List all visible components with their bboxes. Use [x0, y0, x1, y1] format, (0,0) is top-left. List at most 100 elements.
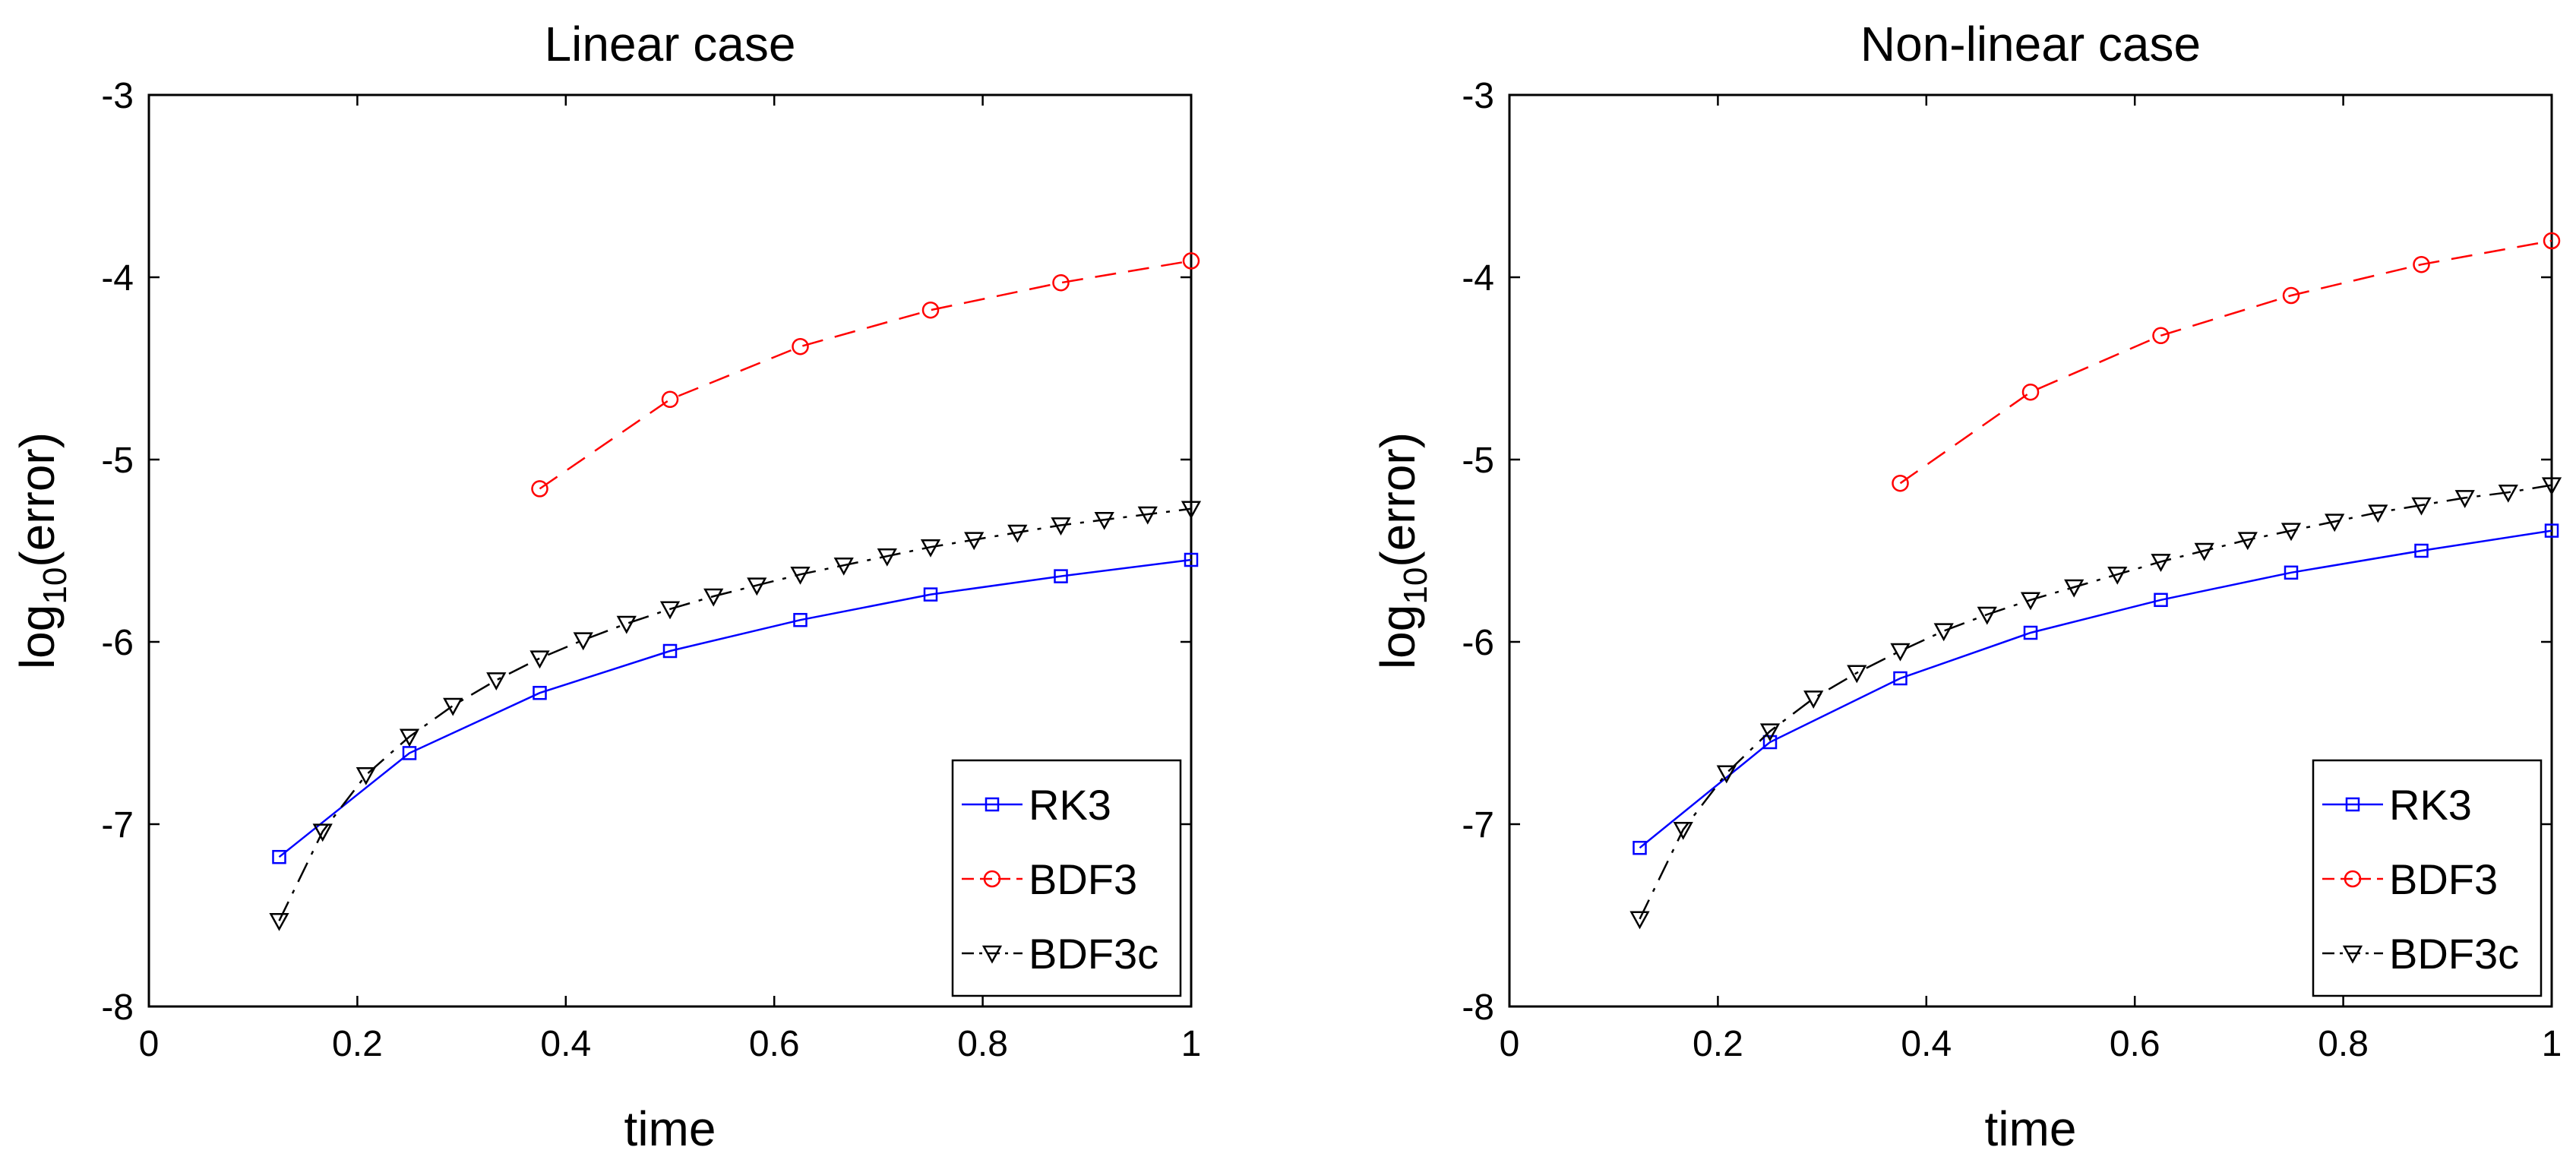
- chart-0-legend-marker-bdf3: [983, 870, 1001, 888]
- chart-1-series-bdf3c-point: [1977, 606, 1997, 625]
- chart-1-x-tick-label: 0.4: [1901, 1024, 1952, 1064]
- chart-0-series-bdf3c-point: [1181, 501, 1202, 520]
- chart-0-x-tick-label: 0.2: [332, 1024, 383, 1064]
- chart-0-series-bdf3-point: [921, 301, 940, 319]
- chart-0-series-bdf3c-point: [356, 766, 376, 785]
- chart-1-x-tick-label: 0: [1500, 1024, 1520, 1064]
- chart-1-series-bdf3c-point: [1933, 623, 1954, 642]
- chart-0-y-axis-label-subscript: 10: [36, 567, 74, 605]
- chart-0-series-rk3-point: [662, 643, 678, 659]
- chart-0-series-bdf3c-point: [877, 548, 897, 567]
- chart-1-x-tick-label: 0.6: [2110, 1024, 2160, 1064]
- chart-0-series-rk3-point: [1184, 552, 1199, 567]
- chart-1-series-bdf3c-point: [1847, 665, 1867, 684]
- chart-0-y-tick-label: -3: [101, 76, 134, 116]
- chart-1-series-bdf3c-point: [1890, 643, 1911, 662]
- chart-1-series-bdf3c-point: [1716, 765, 1737, 784]
- chart-1-y-axis-label-subscript: 10: [1397, 567, 1434, 605]
- chart-1-legend-label-bdf3: BDF3: [2389, 855, 2498, 903]
- chart-0-series-rk3-point: [923, 587, 938, 602]
- chart-1-series-rk3-point: [1633, 840, 1647, 855]
- chart-0-x-tick-label: 0.4: [540, 1024, 591, 1064]
- chart-1-series-bdf3c-point: [2498, 484, 2518, 503]
- chart-1-series-bdf3-point: [2021, 383, 2040, 401]
- chart-0-series-bdf3c-point: [1094, 511, 1114, 530]
- chart-1-y-tick-label: -5: [1462, 441, 1494, 481]
- chart-1-series-bdf3c-point: [2368, 504, 2388, 523]
- chart-0-legend-marker-rk3: [985, 797, 1000, 812]
- chart-1-legend-marker-rk3: [2345, 797, 2360, 812]
- chart-0-x-tick-label: 0.6: [749, 1024, 800, 1064]
- chart-0-legend: RK3 BDF3 BDF3c: [951, 759, 1182, 997]
- chart-0-y-tick-label: -6: [101, 623, 134, 663]
- chart-1-series-rk3-point: [1762, 735, 1778, 750]
- chart-1-x-axis-label: time: [1985, 1101, 2077, 1156]
- chart-1-x-tick-label: 1: [2542, 1024, 2562, 1064]
- chart-0-series-bdf3c-point: [616, 615, 637, 634]
- chart-0-series-bdf3c-point: [790, 566, 811, 585]
- chart-1-series-bdf3c-point: [2064, 579, 2085, 598]
- chart-1-legend-marker-bdf3c: [2342, 945, 2363, 964]
- chart-1-series-rk3-line: [1639, 529, 2552, 849]
- chart-0-series-bdf3c-point: [399, 728, 420, 747]
- chart-1-x-tick-label: 0.8: [2318, 1024, 2369, 1064]
- chart-0-y-tick-label: -7: [101, 805, 134, 845]
- chart-1-series-bdf3-line: [1899, 239, 2552, 485]
- chart-0-y-tick-label: -8: [101, 987, 134, 1028]
- chart-1-series-bdf3c-point: [1673, 821, 1693, 840]
- chart-1-series-bdf3c-point: [2020, 592, 2041, 611]
- chart-0-series-bdf3c-point: [747, 577, 767, 596]
- chart-0-series-bdf3c-point: [573, 632, 593, 651]
- chart-0-series-rk3-point: [272, 849, 286, 864]
- chart-1-series-bdf3c-point: [2151, 554, 2171, 572]
- chart-1-y-tick-label: -4: [1462, 258, 1494, 299]
- chart-0-series-bdf3-point: [792, 337, 809, 355]
- chart-0-x-tick-label: 1: [1181, 1024, 1202, 1064]
- chart-0-x-axis-label: time: [624, 1101, 716, 1156]
- chart-1-series-rk3-point: [1893, 671, 1908, 686]
- chart-1-series-rk3-point: [2544, 523, 2559, 538]
- chart-1-y-axis-label-main: log: [1370, 605, 1425, 669]
- chart-0-series-rk3-line: [278, 558, 1192, 858]
- chart-0-y-tick-label: -5: [101, 441, 134, 481]
- chart-1-legend: RK3 BDF3 BDF3c: [2312, 759, 2543, 997]
- chart-0-series-rk3-point: [533, 685, 547, 700]
- chart-0-series-bdf3c-point: [703, 588, 724, 607]
- chart-0-series-rk3-point: [402, 746, 417, 760]
- chart-0-series-bdf3c-point: [486, 672, 507, 690]
- chart-0-legend-label-rk3: RK3: [1029, 781, 1111, 829]
- chart-0-x-tick-label: 0: [139, 1024, 160, 1064]
- chart-1-series-bdf3c-point: [2107, 566, 2128, 585]
- chart-0-legend-label-bdf3: BDF3: [1029, 855, 1137, 903]
- chart-0-x-tick-label: 0.8: [957, 1024, 1008, 1064]
- chart-1-y-tick-label: -8: [1462, 987, 1494, 1028]
- chart-0-legend-label-bdf3c: BDF3c: [1029, 930, 1158, 978]
- chart-0-series-bdf3-point: [1182, 252, 1200, 270]
- chart-0-series-bdf3c-point: [1007, 524, 1028, 543]
- chart-1-series-bdf3c-point: [1629, 911, 1650, 930]
- chart-0-series-bdf3c-point: [659, 601, 681, 620]
- chart-1-series-bdf3-point: [2413, 255, 2430, 273]
- chart-1-series-bdf3c-point: [1759, 723, 1781, 742]
- chart-1-series-bdf3-point: [2152, 327, 2170, 345]
- chart-1-legend-label-rk3: RK3: [2389, 781, 2472, 829]
- chart-1-legend-marker-bdf3: [2344, 870, 2362, 888]
- chart-1-title: Non-linear case: [1860, 17, 2201, 71]
- chart-0-series-bdf3c-point: [920, 539, 941, 558]
- chart-1-x-tick-label: 0.2: [1693, 1024, 1743, 1064]
- chart-1-series-bdf3c-point: [2325, 513, 2345, 532]
- chart-0-legend-marker-bdf3c: [981, 945, 1003, 964]
- chart-0-series-bdf3c-point: [1051, 517, 1071, 536]
- chart-1-series-bdf3c-point: [2541, 477, 2562, 496]
- chart-1-y-axis-label: log10(error): [1370, 432, 1434, 669]
- chart-0-series-bdf3c-point: [1137, 506, 1158, 525]
- chart-1-series-bdf3-point: [1892, 474, 1909, 492]
- chart-0-series-bdf3c-point: [964, 532, 985, 551]
- chart-0-y-tick-label: -4: [101, 258, 134, 299]
- chart-0-series-bdf3c-point: [312, 823, 333, 842]
- chart-0-series-bdf3-point: [531, 480, 548, 498]
- chart-0-title: Linear case: [545, 17, 796, 71]
- chart-0-series-bdf3c-line: [278, 507, 1192, 921]
- chart-0-series-bdf3-line: [539, 260, 1192, 490]
